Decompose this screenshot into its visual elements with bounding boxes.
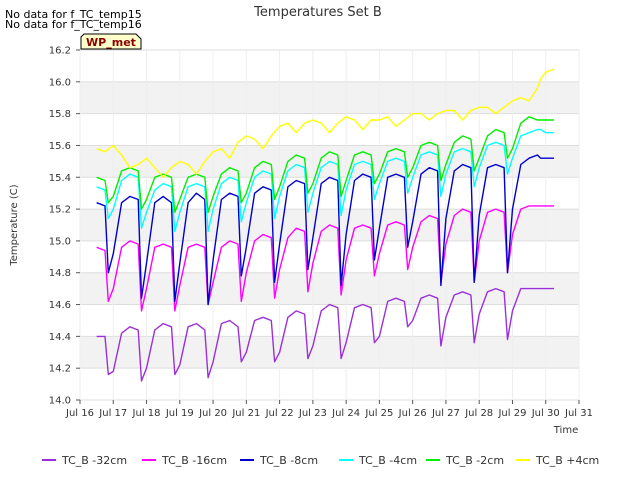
legend-label: TC_B -16cm — [162, 453, 228, 467]
band — [80, 50, 579, 82]
y-tick-label: 15.0 — [49, 236, 71, 247]
series-line-tc-b-4cm — [96, 128, 554, 233]
band — [80, 81, 579, 114]
x-axis-ticks: Jul 16 Jul 17 Jul 18 Jul 19 Jul 20 Jul 21 Jul … — [65, 400, 593, 419]
series-line-tc-b-32cm — [96, 287, 554, 382]
series-line-tc-b-8cm — [96, 154, 554, 306]
x-tick-label: Jul 22 — [265, 408, 294, 419]
legend-swatch — [516, 459, 530, 461]
wp-met-badge: WP_met — [80, 33, 142, 50]
legend-swatch — [339, 459, 353, 461]
legend-item: TC_B -32cm — [42, 450, 127, 470]
x-tick-label: Jul 24 — [331, 408, 360, 419]
legend-label: TC_B -8cm — [260, 453, 319, 467]
band — [80, 240, 579, 273]
series-lines — [96, 68, 555, 382]
legend-swatch — [142, 459, 156, 461]
x-tick-label: Jul 21 — [231, 408, 260, 419]
x-axis-label: Time — [553, 425, 578, 436]
series-line-tc-b-16cm — [96, 205, 554, 312]
x-tick-label: Jul 27 — [431, 408, 460, 419]
x-tick-label: Jul 26 — [398, 408, 427, 419]
y-tick-label: 14.4 — [49, 332, 71, 343]
series-line-tc-b-4cm — [96, 68, 555, 179]
x-tick-label: Jul 30 — [531, 408, 560, 419]
wp-met-badge-label: WP_met — [86, 36, 136, 49]
x-tick-label: Jul 19 — [165, 408, 194, 419]
y-tick-label: 15.2 — [49, 205, 71, 216]
x-tick-label: Jul 16 — [65, 408, 94, 419]
x-tick-label: Jul 28 — [464, 408, 493, 419]
band — [80, 113, 579, 146]
y-axis-label: Temperature (C) — [9, 184, 20, 266]
x-tick-label: Jul 31 — [564, 408, 593, 419]
no-data-note-1: No data for f_TC_temp15 — [5, 8, 142, 21]
y-tick-label: 16.2 — [49, 46, 71, 57]
band — [80, 368, 579, 400]
series-line-tc-b-2cm — [96, 116, 554, 214]
y-tick-label: 14.6 — [49, 300, 71, 311]
legend: TC_B -32cm TC_B -16cm TC_B -8cm TC_B -4cm TC… — [0, 450, 640, 472]
y-tick-label: 14.0 — [49, 396, 71, 407]
band — [80, 336, 579, 369]
x-tick-label: Jul 18 — [132, 408, 161, 419]
legend-swatch — [42, 459, 56, 461]
grid-lines — [79, 49, 580, 401]
legend-item: TC_B -8cm — [240, 450, 318, 470]
y-tick-label: 14.2 — [49, 364, 71, 375]
chart-title: Temperatures Set B — [253, 5, 382, 20]
legend-item: TC_B -4cm — [339, 450, 417, 470]
y-tick-label: 14.8 — [49, 268, 71, 279]
background-bands — [80, 50, 579, 400]
band — [80, 177, 579, 210]
legend-swatch — [426, 459, 440, 461]
y-tick-label: 15.8 — [49, 109, 71, 120]
x-tick-label: Jul 23 — [298, 408, 327, 419]
legend-label: TC_B +4cm — [536, 453, 600, 467]
x-tick-label: Jul 25 — [364, 408, 393, 419]
y-axis-ticks: 14.0 14.2 14.4 14.6 14.8 15.0 15.2 15.4 15.6 15.8… — [49, 46, 80, 407]
x-tick-label: Jul 17 — [98, 408, 127, 419]
x-tick-label: Jul 20 — [198, 408, 227, 419]
y-tick-label: 15.6 — [49, 141, 71, 152]
legend-label: TC_B -2cm — [446, 453, 505, 467]
legend-item: TC_B +4cm — [516, 450, 599, 470]
legend-swatch — [240, 459, 254, 461]
no-data-note-2: No data for f_TC_temp16 — [5, 18, 142, 31]
legend-label: TC_B -4cm — [359, 453, 418, 467]
y-tick-label: 15.4 — [49, 173, 71, 184]
legend-item: TC_B -16cm — [142, 450, 227, 470]
y-tick-label: 16.0 — [49, 77, 71, 88]
band — [80, 304, 579, 337]
legend-item: TC_B -2cm — [426, 450, 504, 470]
legend-label: TC_B -32cm — [62, 453, 128, 467]
x-tick-label: Jul 29 — [497, 408, 526, 419]
